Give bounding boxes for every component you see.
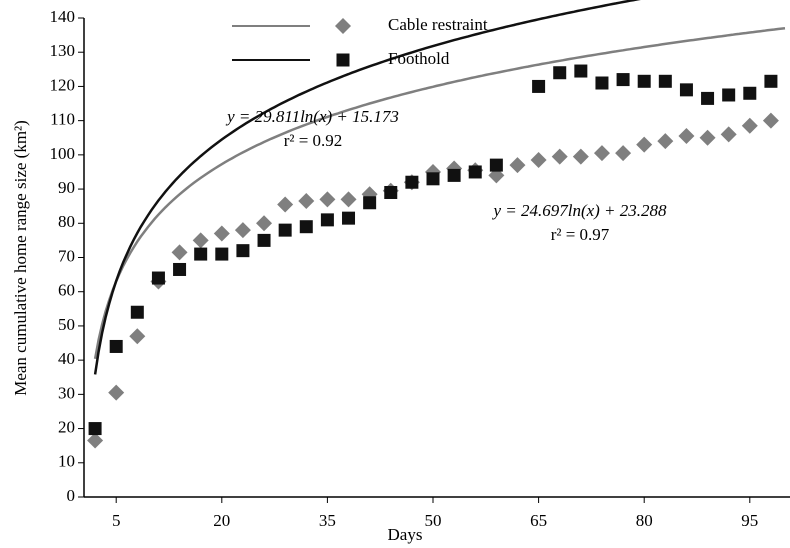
point — [88, 422, 102, 436]
point — [108, 384, 125, 401]
x-axis-label: Days — [388, 525, 423, 544]
point — [762, 112, 779, 129]
point — [615, 145, 632, 162]
point — [384, 185, 398, 199]
point — [572, 148, 589, 165]
point — [553, 66, 567, 80]
point — [278, 223, 292, 237]
point — [192, 232, 209, 249]
point — [551, 148, 568, 165]
y-tick-label: 80 — [58, 212, 75, 231]
point — [530, 151, 547, 168]
x-tick-label: 50 — [425, 511, 442, 530]
point — [447, 168, 461, 182]
r-squared: r² = 0.97 — [551, 225, 610, 244]
x-tick-label: 65 — [530, 511, 547, 530]
point — [532, 79, 546, 93]
point — [151, 271, 165, 285]
point — [743, 86, 757, 100]
point — [468, 165, 482, 179]
y-tick-label: 50 — [58, 315, 75, 334]
point — [236, 244, 250, 258]
point — [363, 196, 377, 210]
point — [616, 73, 630, 87]
legend-label: Cable restraint — [388, 15, 488, 34]
y-tick-label: 20 — [58, 417, 75, 436]
point — [489, 158, 503, 172]
legend-marker — [336, 53, 350, 67]
y-tick-label: 30 — [58, 383, 75, 402]
y-axis-label: Mean cumulative home range size (km²) — [11, 120, 30, 396]
y-tick-label: 120 — [50, 75, 76, 94]
point — [658, 74, 672, 88]
legend-marker — [335, 18, 351, 34]
trendline — [93, 0, 642, 375]
point — [405, 175, 419, 189]
point — [87, 432, 104, 449]
point — [130, 305, 144, 319]
point — [595, 76, 609, 90]
point — [426, 172, 440, 186]
point — [699, 129, 716, 146]
point — [509, 157, 526, 174]
y-tick-label: 0 — [67, 486, 76, 505]
point — [257, 233, 271, 247]
point — [109, 339, 123, 353]
equation: y = 24.697ln(x) + 23.288 — [491, 201, 667, 220]
point — [319, 191, 336, 208]
point — [173, 262, 187, 276]
point — [342, 211, 356, 225]
point — [678, 128, 695, 145]
x-tick-label: 20 — [213, 511, 230, 530]
y-tick-label: 70 — [58, 246, 75, 265]
y-tick-label: 110 — [50, 110, 75, 129]
r-squared: r² = 0.92 — [284, 131, 343, 150]
point — [234, 222, 251, 239]
point — [679, 83, 693, 97]
point — [574, 64, 588, 78]
point — [593, 145, 610, 162]
trendline — [93, 26, 786, 360]
y-tick-label: 140 — [50, 7, 76, 26]
point — [701, 91, 715, 105]
point — [277, 196, 294, 213]
point — [320, 213, 334, 227]
y-tick-label: 130 — [50, 41, 76, 60]
point — [215, 247, 229, 261]
x-tick-label: 35 — [319, 511, 336, 530]
point — [741, 117, 758, 134]
point — [340, 191, 357, 208]
y-tick-label: 60 — [58, 281, 75, 300]
legend-label: Foothold — [388, 49, 450, 68]
point — [213, 225, 230, 242]
point — [298, 193, 315, 210]
y-tick-label: 100 — [50, 144, 76, 163]
y-tick-label: 10 — [58, 452, 75, 471]
point — [256, 215, 273, 232]
point — [636, 136, 653, 153]
point — [194, 247, 208, 261]
x-tick-label: 95 — [741, 511, 758, 530]
equation: y = 29.811ln(x) + 15.173 — [225, 107, 399, 126]
point — [171, 244, 188, 261]
y-tick-label: 40 — [58, 349, 75, 368]
point — [720, 126, 737, 143]
point — [637, 74, 651, 88]
x-tick-label: 5 — [112, 511, 121, 530]
point — [299, 220, 313, 234]
x-tick-label: 80 — [636, 511, 653, 530]
point — [129, 328, 146, 345]
point — [657, 133, 674, 150]
point — [764, 74, 778, 88]
point — [722, 88, 736, 102]
y-tick-label: 90 — [58, 178, 75, 197]
